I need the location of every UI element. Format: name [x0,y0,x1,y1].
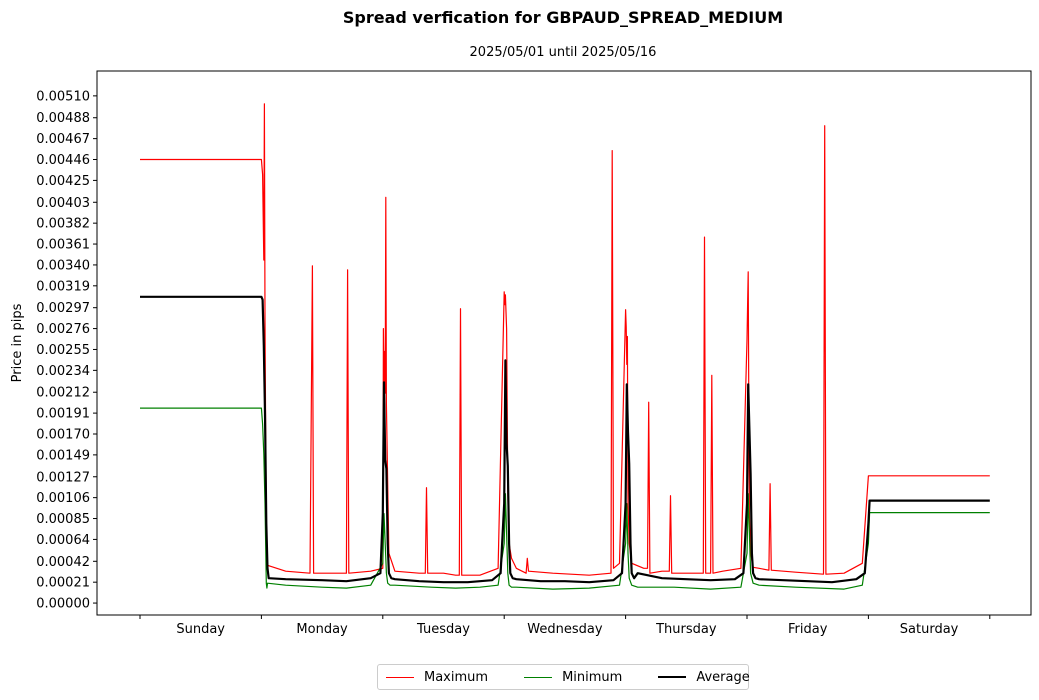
y-tick-label: 0.00319 [36,279,90,294]
y-tick-label: 0.00064 [36,533,90,548]
y-tick-label: 0.00510 [36,89,90,104]
x-tick-label: Sunday [176,622,225,637]
y-tick-label: 0.00297 [36,301,90,316]
y-tick-label: 0.00488 [36,111,90,126]
legend-item-minimum: Minimum [516,670,622,685]
y-tick-label: 0.00425 [36,174,90,189]
series-line-minimum [140,407,990,590]
x-tick-label: Wednesday [527,622,603,637]
y-tick-label: 0.00255 [36,343,90,358]
plot-area-frame [96,70,1032,616]
legend-swatch-average [658,676,687,678]
series-layer [140,103,990,590]
y-tick-label: 0.00170 [36,427,90,442]
y-tick-label: 0.00234 [36,364,90,379]
chart-title: Spread verfication for GBPAUD_SPREAD_MED… [342,8,784,27]
legend-swatch-minimum [524,676,553,678]
y-tick-label: 0.00000 [36,597,90,612]
y-tick-label: 0.00361 [36,238,90,253]
y-axis-label: Price in pips [10,303,25,382]
legend-label-average: Average [696,669,750,685]
y-tick-label: 0.00149 [36,448,90,463]
series-line-average [140,295,990,584]
x-tick-label: Monday [296,622,348,637]
chart-subtitle: 2025/05/01 until 2025/05/16 [469,45,657,60]
y-tick-label: 0.00191 [36,407,90,422]
chart-legend: Maximum Minimum Average [377,664,750,690]
x-tick-label: Friday [788,622,828,637]
legend-label-maximum: Maximum [424,669,489,685]
y-tick-label: 0.00382 [36,217,90,232]
y-tick-label: 0.00085 [36,512,90,527]
legend-label-minimum: Minimum [562,669,623,685]
y-tick-label: 0.00340 [36,258,90,273]
y-tick-label: 0.00106 [36,491,90,506]
legend-swatch-maximum [386,676,414,678]
y-tick-label: 0.00021 [36,576,90,591]
series-line-maximum [140,103,990,576]
line-chart: 0.00000 0.00021 0.00042 0.00064 0.00085 0.001… [10,70,1032,637]
x-tick-label: Thursday [655,622,717,637]
x-axis: Sunday Monday Tuesday Wednesday Thursday Frid… [139,615,991,637]
y-tick-label: 0.00042 [36,555,90,570]
y-tick-label: 0.00127 [36,470,90,485]
x-tick-label: Saturday [900,622,959,637]
y-tick-label: 0.00467 [36,132,90,147]
y-tick-label: 0.00212 [36,386,90,401]
y-tick-label: 0.00403 [36,196,90,211]
y-tick-label: 0.00446 [36,153,90,168]
legend-item-average: Average [650,669,750,685]
legend-item-maximum: Maximum [378,670,488,685]
x-tick-label: Tuesday [416,622,470,637]
y-axis: 0.00000 0.00021 0.00042 0.00064 0.00085 0.001… [36,89,97,612]
y-tick-label: 0.00276 [36,322,90,337]
